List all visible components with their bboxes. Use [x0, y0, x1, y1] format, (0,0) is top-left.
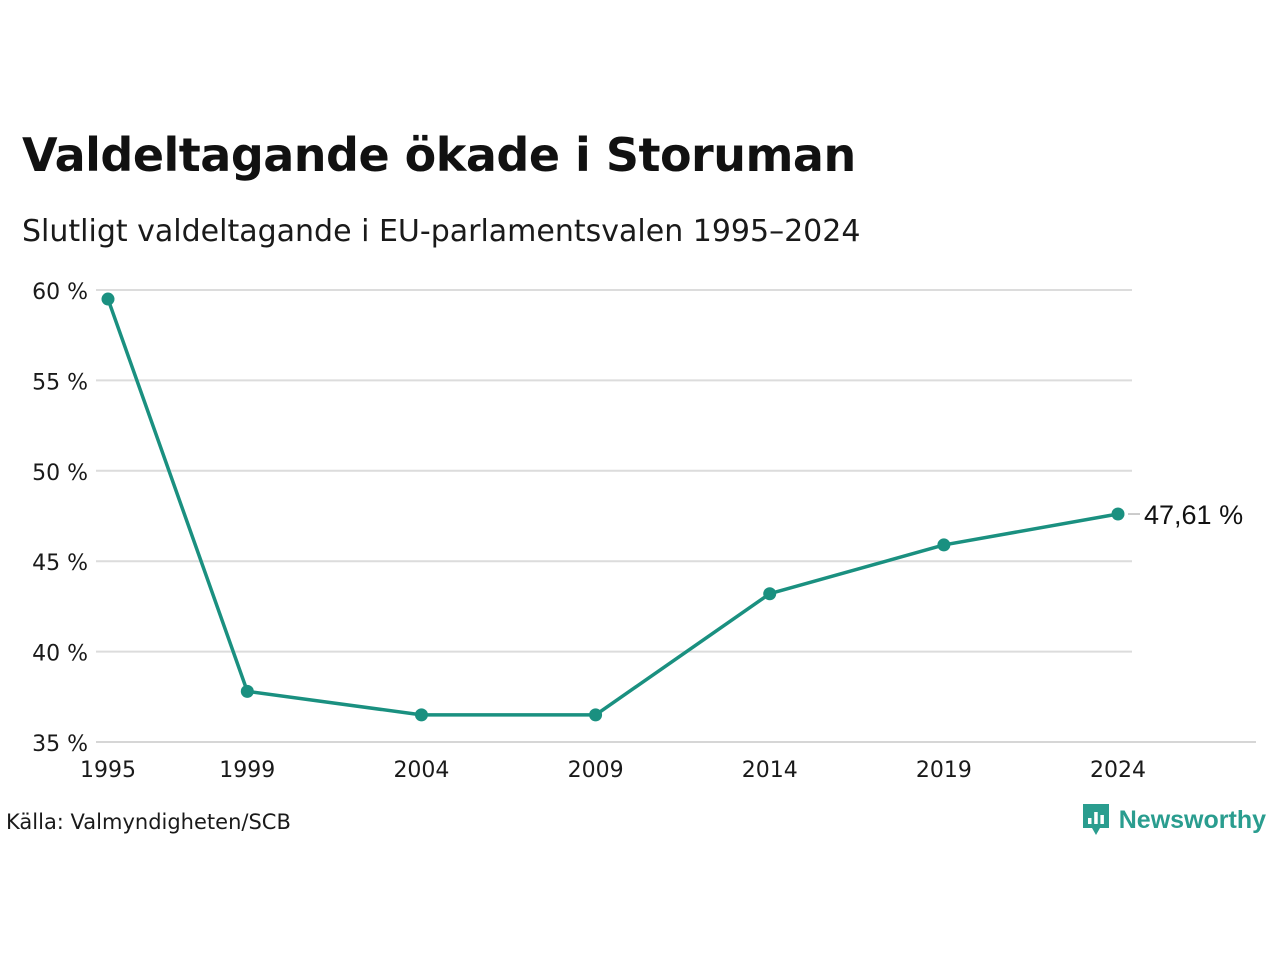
data-series	[101, 292, 1125, 722]
y-axis-labels: 35 % 40 % 45 % 50 % 55 % 60 %	[32, 280, 88, 757]
chart-title: Valdeltagande ökade i Storuman	[22, 128, 856, 182]
x-tick-label: 2004	[393, 758, 449, 783]
source-note: Källa: Valmyndigheten/SCB	[6, 810, 291, 834]
y-tick-label: 55 %	[32, 370, 88, 395]
x-tick-label: 2014	[742, 758, 798, 783]
data-point	[101, 292, 115, 306]
data-point	[937, 538, 951, 552]
line-chart: 35 % 40 % 45 % 50 % 55 % 60 % 1995 1999 2004 200…	[32, 280, 1256, 783]
end-value-label: 47,61 %	[1144, 500, 1243, 530]
data-labels: 47,61 %	[1128, 500, 1243, 530]
x-tick-label: 2009	[568, 758, 624, 783]
data-point	[414, 708, 428, 722]
y-tick-label: 50 %	[32, 461, 88, 486]
y-tick-label: 35 %	[32, 732, 88, 757]
data-point	[763, 587, 777, 601]
x-tick-label: 1995	[80, 758, 136, 783]
data-point	[240, 684, 254, 698]
x-tick-label: 2019	[916, 758, 972, 783]
x-tick-label: 1999	[219, 758, 275, 783]
y-tick-label: 40 %	[32, 642, 88, 667]
brand-name: Newsworthy	[1118, 805, 1266, 834]
chart-subtitle: Slutligt valdeltagande i EU-parlamentsva…	[22, 214, 861, 249]
x-axis-labels: 1995 1999 2004 2009 2014 2019 2024	[80, 758, 1146, 783]
brand-logo: Newsworthy	[1081, 802, 1266, 838]
y-tick-label: 60 %	[32, 280, 88, 305]
newsworthy-logo-icon	[1082, 804, 1109, 835]
grid-lines	[96, 289, 1132, 653]
y-tick-label: 45 %	[32, 551, 88, 576]
data-point	[1111, 507, 1125, 521]
x-tick-label: 2024	[1090, 758, 1146, 783]
data-point	[589, 708, 603, 722]
